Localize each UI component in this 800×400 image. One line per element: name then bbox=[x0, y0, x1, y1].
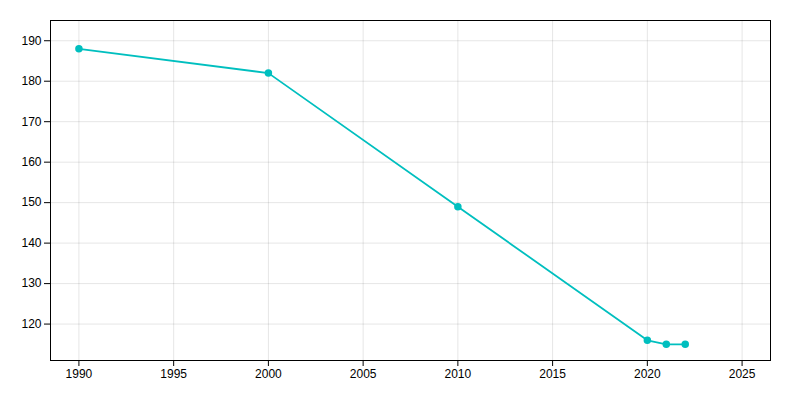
svg-text:2025: 2025 bbox=[729, 367, 756, 381]
svg-text:2020: 2020 bbox=[634, 367, 661, 381]
svg-text:170: 170 bbox=[21, 115, 41, 129]
svg-text:120: 120 bbox=[21, 317, 41, 331]
svg-text:130: 130 bbox=[21, 276, 41, 290]
svg-text:140: 140 bbox=[21, 236, 41, 250]
svg-text:2015: 2015 bbox=[539, 367, 566, 381]
svg-text:190: 190 bbox=[21, 34, 41, 48]
svg-text:2005: 2005 bbox=[350, 367, 377, 381]
svg-text:2000: 2000 bbox=[255, 367, 282, 381]
svg-text:2010: 2010 bbox=[445, 367, 472, 381]
svg-text:1990: 1990 bbox=[66, 367, 93, 381]
svg-text:150: 150 bbox=[21, 195, 41, 209]
svg-text:1995: 1995 bbox=[160, 367, 187, 381]
svg-text:180: 180 bbox=[21, 74, 41, 88]
svg-text:160: 160 bbox=[21, 155, 41, 169]
